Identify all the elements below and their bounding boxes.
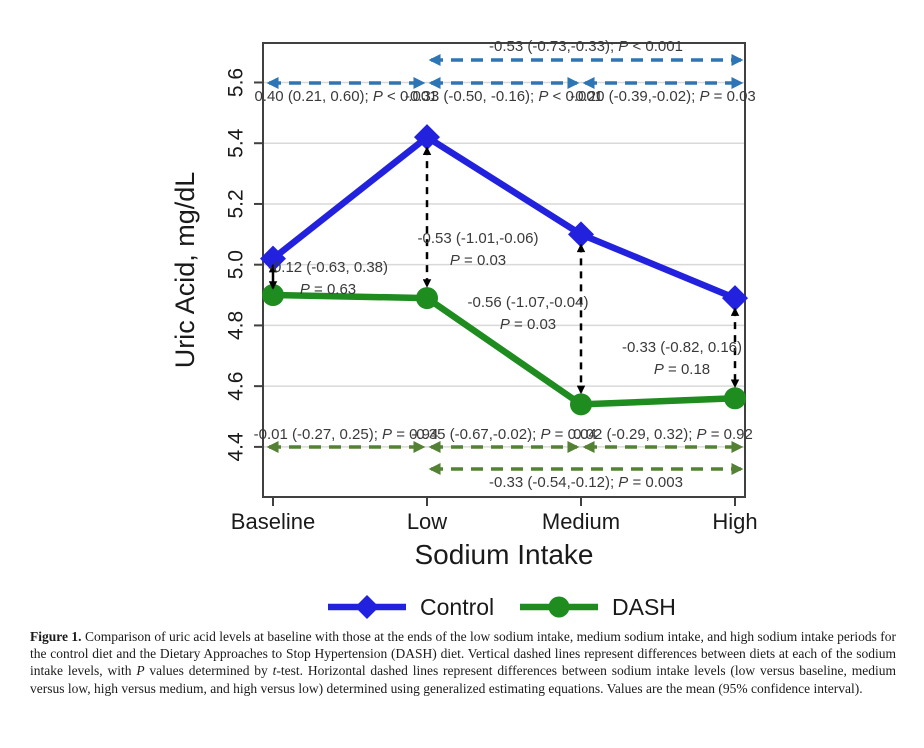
dash-diff-label: -0.35 (-0.67,-0.02); P = 0.04 xyxy=(411,426,597,443)
control-point-high xyxy=(722,285,748,312)
figure-number: Figure 1. xyxy=(30,629,82,644)
x-tick-label: Low xyxy=(407,509,447,534)
y-tick-label: 5.0 xyxy=(225,250,248,279)
between-diet-label: -0.12 (-0.63, 0.38) xyxy=(268,259,388,276)
between-diet-label: -0.53 (-1.01,-0.06) xyxy=(418,230,539,247)
x-tick-label: High xyxy=(712,509,757,534)
x-axis-title: Sodium Intake xyxy=(415,539,594,570)
caption-text: Comparison of uric acid levels at baseli… xyxy=(30,629,896,679)
control-diff-label: -0.33 (-0.50, -0.16); P < 0.001 xyxy=(405,88,603,105)
control-diff-label: -0.20 (-0.39,-0.02); P = 0.03 xyxy=(570,88,756,105)
y-tick-label: 5.4 xyxy=(225,128,248,158)
between-diet-label: P = 0.03 xyxy=(450,252,506,269)
dash-diff-label: -0.33 (-0.54,-0.12); P = 0.003 xyxy=(489,474,683,491)
between-diet-label: -0.33 (-0.82, 0.16) xyxy=(622,339,742,356)
between-diet-label: P = 0.18 xyxy=(654,361,710,378)
legend-item-dash: DASH xyxy=(520,594,676,620)
between-diet-label: P = 0.63 xyxy=(300,281,356,298)
dash-diff-label: 0.02 (-0.29, 0.32); P = 0.92 xyxy=(573,426,753,443)
dash-point-high xyxy=(724,387,746,410)
y-axis-title: Uric Acid, mg/dL xyxy=(170,172,200,369)
control-diff-label: -0.53 (-0.73,-0.33); P < 0.001 xyxy=(489,38,683,55)
x-tick-label: Baseline xyxy=(231,509,315,534)
dash-point-low xyxy=(416,287,438,310)
legend-label: DASH xyxy=(612,594,676,620)
between-diet-label: P = 0.03 xyxy=(500,316,556,333)
caption-text: P xyxy=(136,663,145,679)
y-tick-label: 4.4 xyxy=(225,432,248,462)
caption-text: t xyxy=(272,663,277,679)
caption-text: -test. Horizontal dashed lines represent… xyxy=(30,663,896,696)
figure-caption: Figure 1. Comparison of uric acid levels… xyxy=(30,628,896,697)
control-point-medium xyxy=(568,221,594,248)
legend-diamond-marker xyxy=(355,595,379,619)
y-tick-label: 4.8 xyxy=(225,311,248,340)
caption-text: values determined by xyxy=(144,663,273,679)
dash-point-medium xyxy=(570,393,592,416)
y-tick-label: 4.6 xyxy=(225,372,248,401)
dash-series-line xyxy=(269,291,739,408)
dash-diff-label: -0.01 (-0.27, 0.25); P = 0.94 xyxy=(254,426,439,443)
between-diet-label: -0.56 (-1.07,-0.04) xyxy=(468,294,589,311)
uric-acid-sodium-chart: 4.4 4.6 4.8 5.0 5.2 5.4 5.6 Baseline Low Medium Hi… xyxy=(170,38,758,620)
legend-item-control: Control xyxy=(328,594,494,620)
legend-label: Control xyxy=(420,594,494,620)
x-tick-label: Medium xyxy=(542,509,620,534)
plot-border xyxy=(262,42,746,498)
dash-point-baseline xyxy=(262,284,284,307)
control-point-baseline xyxy=(260,245,286,272)
control-point-low xyxy=(414,124,440,151)
control-diff-label: 0.40 (0.21, 0.60); P < 0.001 xyxy=(254,88,437,105)
y-tick-label: 5.2 xyxy=(225,189,248,218)
legend-circle-marker xyxy=(548,596,570,618)
control-series-line xyxy=(269,133,739,302)
legend: Control DASH xyxy=(328,594,676,620)
y-tick-label: 5.6 xyxy=(225,68,248,97)
